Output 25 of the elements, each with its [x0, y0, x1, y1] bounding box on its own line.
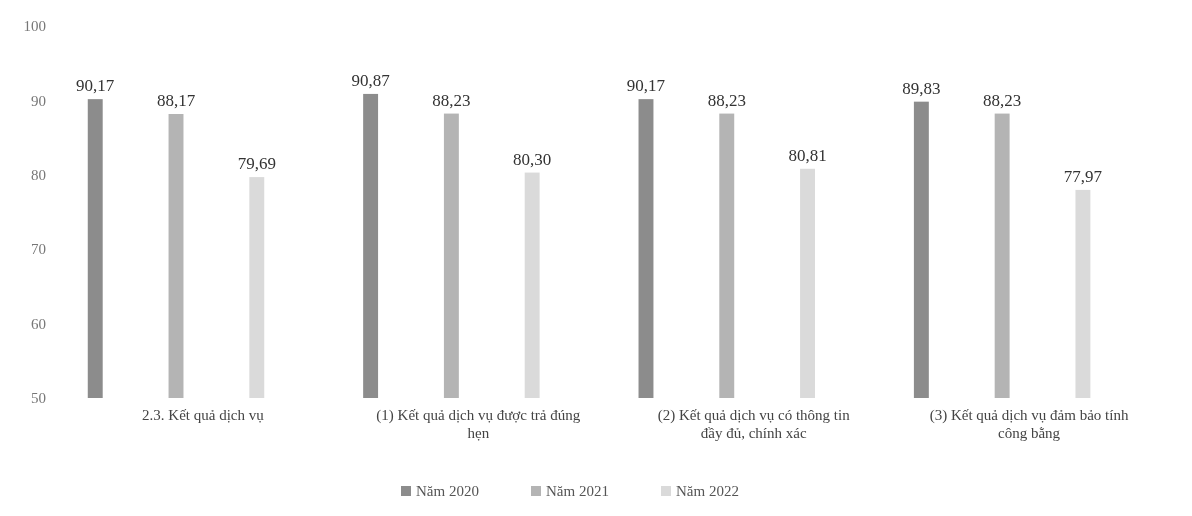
- data-label: 90,87: [351, 70, 391, 90]
- y-tick-label: 70: [31, 241, 46, 258]
- y-tick-label: 60: [31, 315, 46, 332]
- y-tick-label: 100: [23, 18, 46, 35]
- data-label: 90,17: [76, 76, 115, 96]
- data-label: 88,23: [983, 90, 1022, 110]
- y-tick-label: 90: [31, 92, 46, 109]
- data-label: 88,23: [707, 90, 746, 110]
- y-tick-label: 50: [31, 390, 46, 407]
- y-tick-label: 80: [31, 167, 46, 184]
- x-tick-label: (1) Kết quả dịch vụ được trả đúng hẹn: [376, 407, 581, 441]
- data-label: 88,23: [432, 90, 471, 110]
- data-label: 89,83: [902, 78, 941, 98]
- data-label: 80,81: [788, 145, 827, 165]
- data-label: 88,17: [156, 91, 196, 111]
- data-label: 79,69: [237, 154, 276, 174]
- legend-label: Năm 2022: [676, 483, 739, 499]
- x-tick-label: 2.3. Kết quả dịch vụ: [142, 407, 265, 423]
- data-label: 77,97: [1063, 166, 1103, 186]
- legend-label: Năm 2020: [416, 483, 479, 499]
- x-tick-label: (2) Kết quả dịch vụ có thông tin đầy đủ, chính xác: [657, 407, 851, 441]
- legend-label: Năm 2021: [546, 483, 609, 499]
- data-label: 90,17: [626, 76, 666, 96]
- x-tick-label: (3) Kết quả dịch vụ đảm bảo tính công bằng: [929, 407, 1129, 441]
- data-label: 80,30: [513, 149, 552, 169]
